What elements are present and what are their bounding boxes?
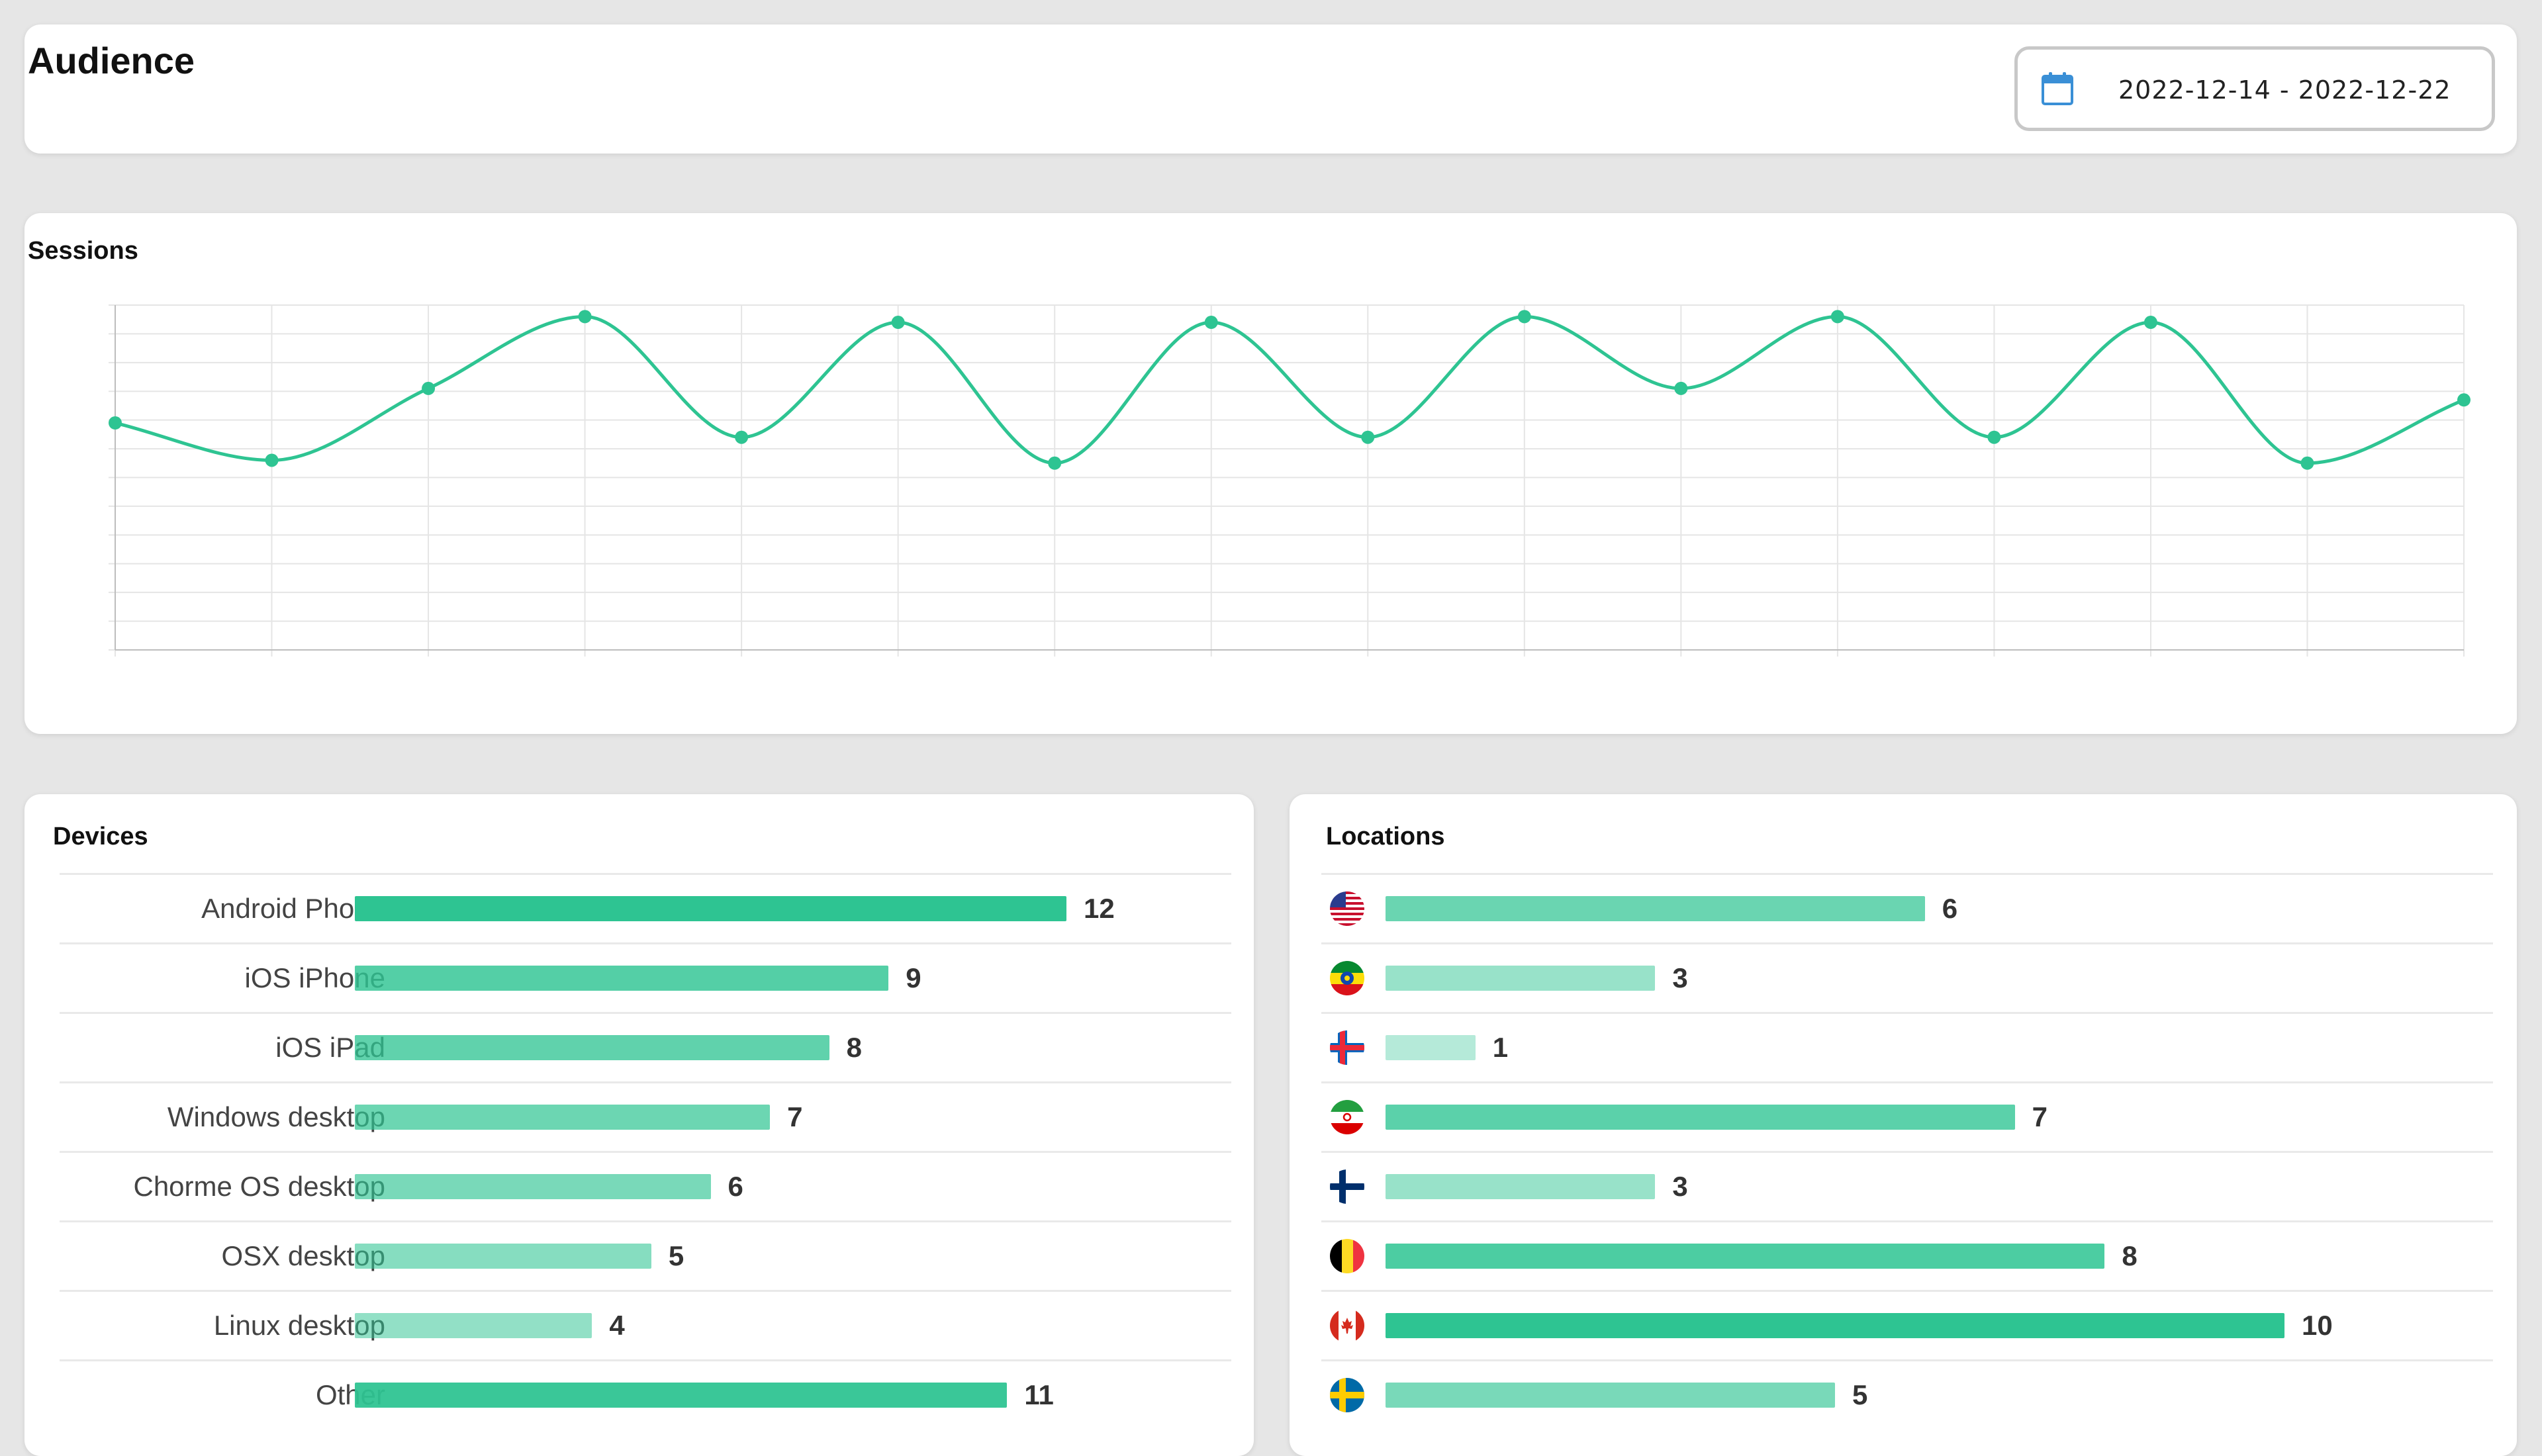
- device-value: 12: [1084, 893, 1115, 924]
- device-value: 5: [668, 1240, 684, 1271]
- location-row: 3: [1321, 942, 2493, 1012]
- location-value: 7: [2032, 1101, 2048, 1132]
- sessions-data-point: [265, 453, 279, 467]
- sessions-data-point: [2457, 393, 2471, 407]
- location-value: 8: [2122, 1240, 2138, 1271]
- sessions-title: Sessions: [28, 237, 138, 265]
- device-value: 9: [906, 962, 921, 993]
- sessions-line-chart: [109, 304, 2471, 657]
- locations-title: Locations: [1326, 823, 1445, 850]
- devices-title: Devices: [53, 823, 148, 850]
- sessions-series-line: [115, 314, 2465, 465]
- device-label: Chorme OS desktop: [133, 1171, 385, 1202]
- locations-list: 6 3 1 7 3 8 10 5: [1321, 873, 2493, 1429]
- location-value: 3: [1672, 1171, 1688, 1202]
- us-flag-icon: [1330, 891, 1364, 926]
- location-bar: [1386, 1174, 1656, 1199]
- device-value: 6: [728, 1171, 743, 1202]
- device-bar: [355, 1383, 1008, 1408]
- sweden-flag-icon: [1330, 1378, 1364, 1412]
- location-value: 5: [1852, 1379, 1868, 1410]
- sessions-data-point: [578, 310, 592, 324]
- canada-flag-icon: [1330, 1308, 1364, 1343]
- device-row: iOS iPhone 9: [60, 942, 1231, 1012]
- device-bar: [355, 896, 1066, 921]
- location-bar: [1386, 966, 1656, 991]
- page-title: Audience: [28, 40, 195, 81]
- device-value: 11: [1024, 1379, 1054, 1410]
- location-bar: [1386, 1035, 1476, 1060]
- device-label: Android Phone: [201, 893, 385, 924]
- location-row: 3: [1321, 1151, 2493, 1220]
- location-bar: [1386, 1105, 2015, 1130]
- location-row: 7: [1321, 1081, 2493, 1151]
- sessions-data-point: [422, 381, 436, 395]
- device-bar: [355, 1244, 651, 1269]
- sessions-data-point: [735, 430, 749, 444]
- sessions-data-point: [1517, 310, 1531, 324]
- device-bar: [355, 1313, 592, 1338]
- device-bar: [355, 966, 889, 991]
- device-row: Windows desktop 7: [60, 1081, 1231, 1151]
- device-row: Android Phone 12: [60, 873, 1231, 942]
- sessions-data-point: [1361, 430, 1375, 444]
- device-bar: [355, 1105, 771, 1130]
- location-value: 10: [2302, 1310, 2333, 1341]
- sessions-data-point: [2300, 456, 2314, 470]
- device-value: 8: [846, 1032, 863, 1063]
- location-row: 10: [1321, 1290, 2493, 1359]
- device-row: OSX desktop 5: [60, 1220, 1231, 1290]
- faroe-islands-flag-icon: [1330, 1030, 1364, 1065]
- location-bar: [1386, 1313, 2284, 1338]
- location-value: 6: [1942, 893, 1958, 924]
- iran-flag-icon: [1330, 1100, 1364, 1134]
- calendar-icon: [2042, 72, 2073, 105]
- device-row: Other 11: [60, 1359, 1231, 1429]
- date-range-text: 2022-12-14 - 2022-12-22: [2118, 75, 2451, 105]
- location-bar: [1386, 1244, 2105, 1269]
- location-row: 5: [1321, 1359, 2493, 1429]
- belgium-flag-icon: [1330, 1239, 1364, 1273]
- device-row: iOS iPad 8: [60, 1012, 1231, 1081]
- sessions-data-point: [1830, 310, 1844, 324]
- device-bar: [355, 1174, 711, 1199]
- sessions-data-point: [1674, 381, 1688, 395]
- device-value: 4: [609, 1310, 625, 1341]
- finland-flag-icon: [1330, 1169, 1364, 1204]
- device-row: Linux desktop 4: [60, 1290, 1231, 1359]
- sessions-card: [24, 213, 2517, 734]
- location-row: 8: [1321, 1220, 2493, 1290]
- devices-list: Android Phone 12 iOS iPhone 9 iOS iPad 8 Windo…: [60, 873, 1231, 1429]
- sessions-data-point: [1987, 430, 2001, 444]
- sessions-data-point: [2143, 316, 2157, 330]
- location-row: 6: [1321, 873, 2493, 942]
- date-range-picker[interactable]: 2022-12-14 - 2022-12-22: [2014, 46, 2495, 131]
- sessions-data-point: [1204, 316, 1218, 330]
- ethiopia-flag-icon: [1330, 961, 1364, 995]
- device-value: 7: [787, 1101, 803, 1132]
- location-bar: [1386, 896, 1925, 921]
- location-value: 3: [1672, 962, 1688, 993]
- sessions-data-point: [109, 416, 122, 430]
- location-row: 1: [1321, 1012, 2493, 1081]
- sessions-data-point: [1048, 456, 1062, 470]
- device-row: Chorme OS desktop 6: [60, 1151, 1231, 1220]
- device-label: Windows desktop: [167, 1101, 385, 1132]
- location-bar: [1386, 1383, 1835, 1408]
- device-bar: [355, 1035, 829, 1060]
- location-value: 1: [1492, 1032, 1509, 1063]
- sessions-data-point: [891, 316, 905, 330]
